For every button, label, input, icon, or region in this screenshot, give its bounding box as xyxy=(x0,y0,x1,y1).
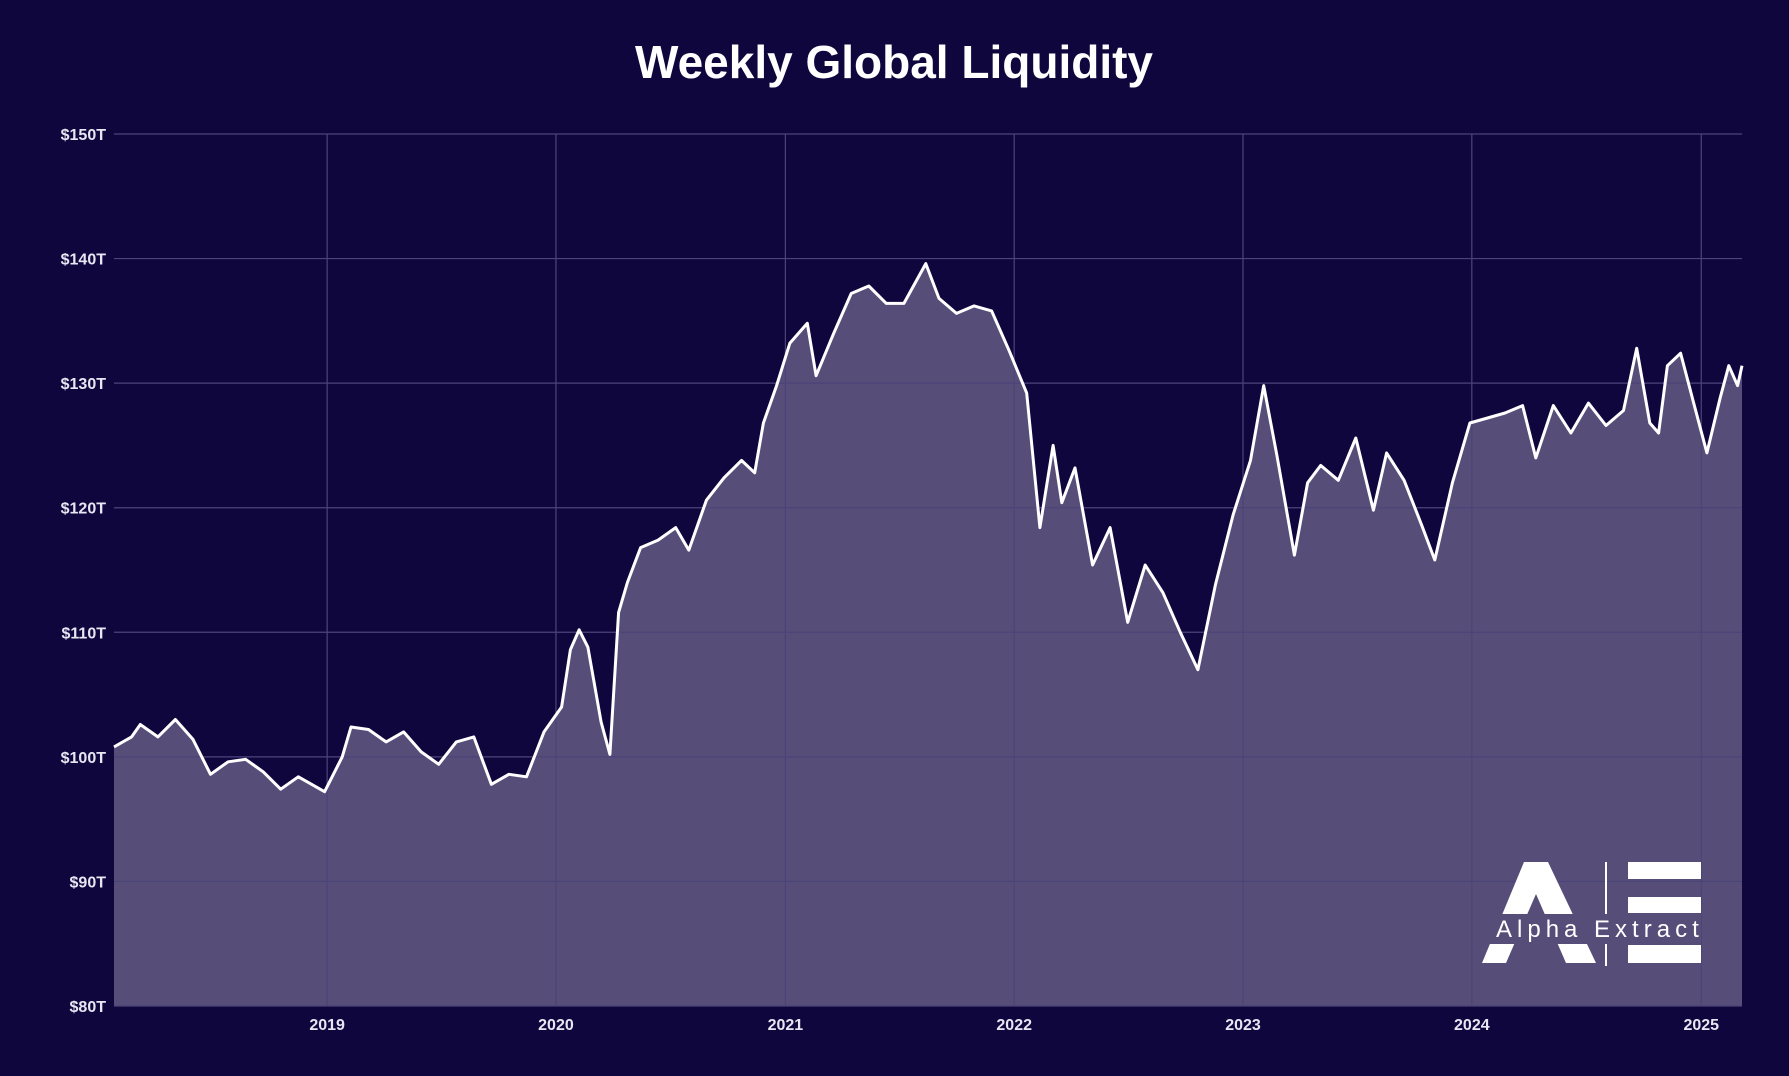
liquidity-area xyxy=(114,263,1742,1007)
logo-wordmark-backdrop xyxy=(1490,914,1701,944)
y-tick-label: $90T xyxy=(70,874,107,891)
x-tick-label: 2021 xyxy=(768,1017,804,1034)
logo-letter-e-top xyxy=(1628,862,1701,879)
x-tick-label: 2024 xyxy=(1454,1017,1490,1034)
line-layer xyxy=(113,262,1744,794)
x-tick-label: 2023 xyxy=(1225,1017,1261,1034)
y-tick-label: $100T xyxy=(61,750,107,767)
y-tick-label: $120T xyxy=(61,501,107,518)
y-tick-label: $130T xyxy=(61,376,107,393)
y-tick-label: $150T xyxy=(61,127,107,144)
x-tick-label: 2019 xyxy=(309,1017,345,1034)
y-tick-label: $80T xyxy=(70,999,107,1016)
chart-title: Weekly Global Liquidity xyxy=(635,36,1153,88)
grid: $80T $90T $100T $110T $120T $130T $140T $150T 20… xyxy=(61,127,1742,1034)
logo-letter-e-bottom xyxy=(1628,945,1701,963)
series-layer xyxy=(114,263,1742,1007)
alpha-extract-logo: Alpha Extract xyxy=(1482,862,1704,966)
x-tick-label: 2020 xyxy=(538,1017,574,1034)
liquidity-line xyxy=(113,262,1744,794)
x-tick-label: 2025 xyxy=(1683,1017,1719,1034)
x-tick-label: 2022 xyxy=(996,1017,1032,1034)
logo-letter-e-mid xyxy=(1628,897,1701,913)
logo-wordmark: Alpha Extract xyxy=(1496,916,1704,943)
y-tick-label: $140T xyxy=(61,252,107,269)
y-tick-label: $110T xyxy=(62,625,107,642)
